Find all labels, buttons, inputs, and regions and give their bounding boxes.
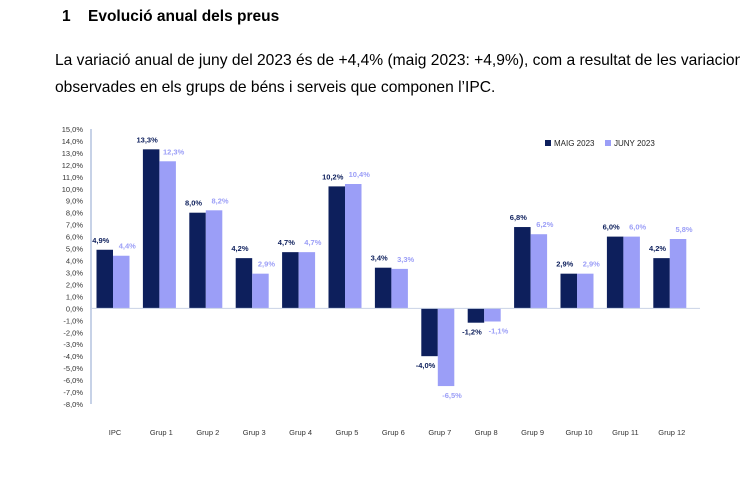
x-tick-label: Grup 8 [475, 428, 498, 437]
x-tick-label: Grup 4 [289, 428, 312, 437]
bar-maig [514, 227, 531, 309]
legend-swatch [605, 140, 611, 146]
bar-juny [530, 234, 548, 309]
y-tick-label: -2,0% [63, 328, 83, 337]
y-tick-label: 1,0% [66, 292, 83, 301]
data-label: 10,2% [322, 172, 344, 181]
x-tick-label: Grup 10 [565, 428, 592, 437]
bar-juny [484, 308, 501, 322]
x-tick-label: Grup 12 [658, 428, 685, 437]
y-tick-label: 10,0% [62, 185, 84, 194]
bar-juny [437, 308, 455, 387]
data-label: -6,5% [442, 391, 462, 400]
data-label: 13,3% [137, 135, 159, 144]
bar-juny [345, 184, 362, 309]
data-label: -4,0% [416, 361, 436, 370]
y-tick-label: 5,0% [66, 245, 83, 254]
x-tick-label: Grup 11 [612, 428, 639, 437]
legend-label: JUNY 2023 [614, 139, 655, 148]
y-tick-label: 9,0% [66, 197, 83, 206]
bar-juny [391, 268, 408, 309]
data-label: -1,1% [489, 327, 509, 336]
data-label: 2,9% [258, 260, 275, 269]
y-tick-label: 11,0% [62, 173, 83, 182]
bar-maig [374, 267, 392, 309]
x-tick-label: Grup 3 [243, 428, 266, 437]
x-tick-label: IPC [109, 428, 122, 437]
data-label: 3,4% [371, 254, 388, 263]
bar-juny [577, 273, 594, 309]
bar-maig [235, 258, 253, 309]
data-label: 4,2% [649, 244, 666, 253]
data-label: 4,9% [92, 236, 109, 245]
bar-maig [467, 308, 485, 323]
bar-juny [205, 210, 223, 309]
bar-maig [189, 212, 206, 309]
bar-juny [159, 161, 176, 309]
data-label: 4,2% [231, 244, 248, 253]
bar-juny [669, 239, 687, 309]
bar-juny [113, 255, 130, 309]
y-tick-label: -6,0% [63, 376, 83, 385]
data-label: 6,0% [603, 223, 620, 232]
bar-juny [623, 236, 640, 309]
x-tick-label: Grup 5 [336, 428, 359, 437]
data-label: 3,3% [397, 255, 414, 264]
legend-swatch [545, 140, 551, 146]
bar-maig [142, 149, 160, 309]
y-tick-label: 13,0% [62, 149, 84, 158]
section-number: 1 [62, 8, 71, 25]
data-label: 4,4% [119, 242, 136, 251]
data-label: 6,2% [536, 220, 553, 229]
bar-maig [328, 186, 345, 309]
y-tick-label: 2,0% [66, 280, 83, 289]
bar-maig [560, 273, 577, 309]
y-tick-label: -4,0% [63, 352, 83, 361]
data-label: 4,7% [304, 238, 321, 247]
bar-maig [653, 258, 670, 309]
x-tick-label: Grup 7 [428, 428, 451, 437]
y-tick-label: 12,0% [62, 161, 84, 170]
data-label: 6,0% [629, 223, 646, 232]
bar-maig [96, 249, 113, 309]
y-tick-label: -7,0% [63, 388, 83, 397]
y-tick-label: 6,0% [66, 233, 83, 242]
bar-juny [252, 273, 269, 309]
bar-maig [421, 308, 438, 357]
data-label: 2,9% [556, 260, 573, 269]
x-tick-label: Grup 2 [196, 428, 219, 437]
y-tick-label: 8,0% [66, 209, 83, 218]
data-label: 6,8% [510, 213, 527, 222]
y-tick-label: -8,0% [63, 400, 83, 409]
y-tick-label: 14,0% [62, 137, 84, 146]
data-label: 10,4% [349, 170, 371, 179]
x-tick-label: Grup 9 [521, 428, 544, 437]
section-title: Evolució anual dels preus [88, 8, 280, 25]
y-tick-label: 3,0% [66, 268, 83, 277]
bar-maig [282, 252, 299, 309]
bar-juny [298, 252, 316, 309]
data-label: -1,2% [462, 328, 482, 337]
y-tick-label: 0,0% [66, 304, 83, 313]
data-label: 12,3% [163, 147, 185, 156]
x-tick-label: Grup 1 [150, 428, 173, 437]
data-label: 8,2% [211, 196, 228, 205]
y-tick-label: 7,0% [66, 221, 83, 230]
y-tick-label: -5,0% [63, 364, 83, 373]
paragraph-line-2: observades en els grups de béns i servei… [55, 79, 496, 96]
bar-maig [606, 236, 624, 309]
y-tick-label: 4,0% [66, 257, 83, 266]
y-tick-label: -1,0% [63, 316, 83, 325]
data-label: 8,0% [185, 199, 202, 208]
legend-label: MAIG 2023 [554, 139, 595, 148]
paragraph-line-1: La variació anual de juny del 2023 és de… [55, 52, 740, 69]
y-tick-label: 15,0% [62, 125, 84, 134]
data-label: 5,8% [675, 225, 692, 234]
data-label: 4,7% [278, 238, 295, 247]
y-tick-label: -3,0% [63, 340, 83, 349]
x-tick-label: Grup 6 [382, 428, 405, 437]
data-label: 2,9% [583, 260, 600, 269]
